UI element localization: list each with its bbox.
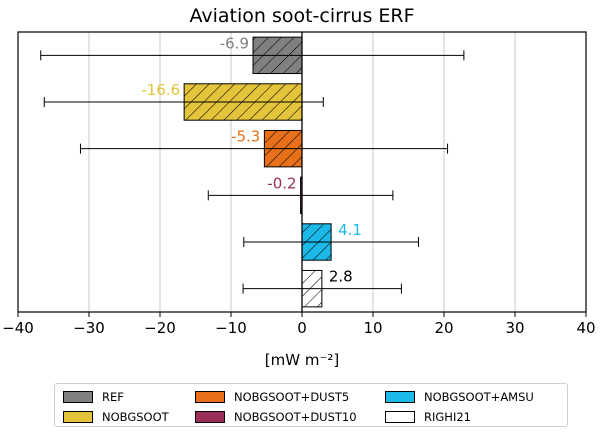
legend-swatch <box>385 391 415 403</box>
bar-ref <box>40 36 465 75</box>
x-tick-label: 10 <box>363 319 382 337</box>
legend-item: NOBGSOOT <box>63 407 195 427</box>
data-label: 4.1 <box>338 221 362 239</box>
x-tick-label: 40 <box>576 319 595 337</box>
legend-item: RIGHI21 <box>385 407 557 427</box>
data-labels: -6.9 -16.6 -5.3 -0.2 4.1 2.8 <box>141 34 362 285</box>
x-tick-label: −40 <box>2 319 34 337</box>
legend-label: NOBGSOOT+AMSU <box>424 390 534 404</box>
x-axis-label: [mW m⁻²] <box>265 351 339 369</box>
chart: Aviation soot-cirrus ERF -6.9 -16.6 -5.3 -0… <box>2 5 596 369</box>
x-tick-label: 30 <box>505 319 524 337</box>
bar-nobgsoot-dust5 <box>79 129 449 168</box>
x-tick-label: −20 <box>144 319 176 337</box>
x-tick-label: −10 <box>215 319 247 337</box>
plot-frame <box>17 31 587 313</box>
bar-nobgsoot-amsu <box>243 223 419 261</box>
x-tick-label: 20 <box>434 319 453 337</box>
legend-label: NOBGSOOT+DUST5 <box>234 390 350 404</box>
bar-righi21 <box>242 269 402 308</box>
bars <box>40 36 465 308</box>
legend-swatch <box>63 411 93 423</box>
legend-label: NOBGSOOT <box>102 410 169 424</box>
legend-item: NOBGSOOT+AMSU <box>385 387 557 407</box>
legend-swatch <box>195 411 225 423</box>
legend-item: NOBGSOOT+DUST10 <box>195 407 385 427</box>
x-tick-label: −30 <box>73 319 105 337</box>
legend-swatch <box>63 391 93 403</box>
legend-item: REF <box>63 387 195 407</box>
legend: REF NOBGSOOT+DUST5 NOBGSOOT+AMSU NOBGSOOT NO… <box>54 383 568 427</box>
data-label: -16.6 <box>141 81 180 99</box>
legend-label: REF <box>102 390 124 404</box>
legend-item: NOBGSOOT+DUST5 <box>195 387 385 407</box>
legend-swatch <box>195 391 225 403</box>
bar-nobgsoot-dust10 <box>207 176 394 215</box>
x-tick-label: 0 <box>297 319 307 337</box>
data-label: -5.3 <box>231 128 260 146</box>
data-label: -6.9 <box>220 34 249 52</box>
bar-nobgsoot <box>43 83 324 121</box>
data-label: -0.2 <box>267 174 296 192</box>
legend-label: RIGHI21 <box>424 410 471 424</box>
legend-swatch <box>385 411 415 423</box>
legend-label: NOBGSOOT+DUST10 <box>234 410 357 424</box>
chart-title: Aviation soot-cirrus ERF <box>189 5 414 27</box>
x-axis: −40 −30 −20 −10 0 10 20 30 40 <box>2 32 596 337</box>
data-label: 2.8 <box>329 268 353 286</box>
